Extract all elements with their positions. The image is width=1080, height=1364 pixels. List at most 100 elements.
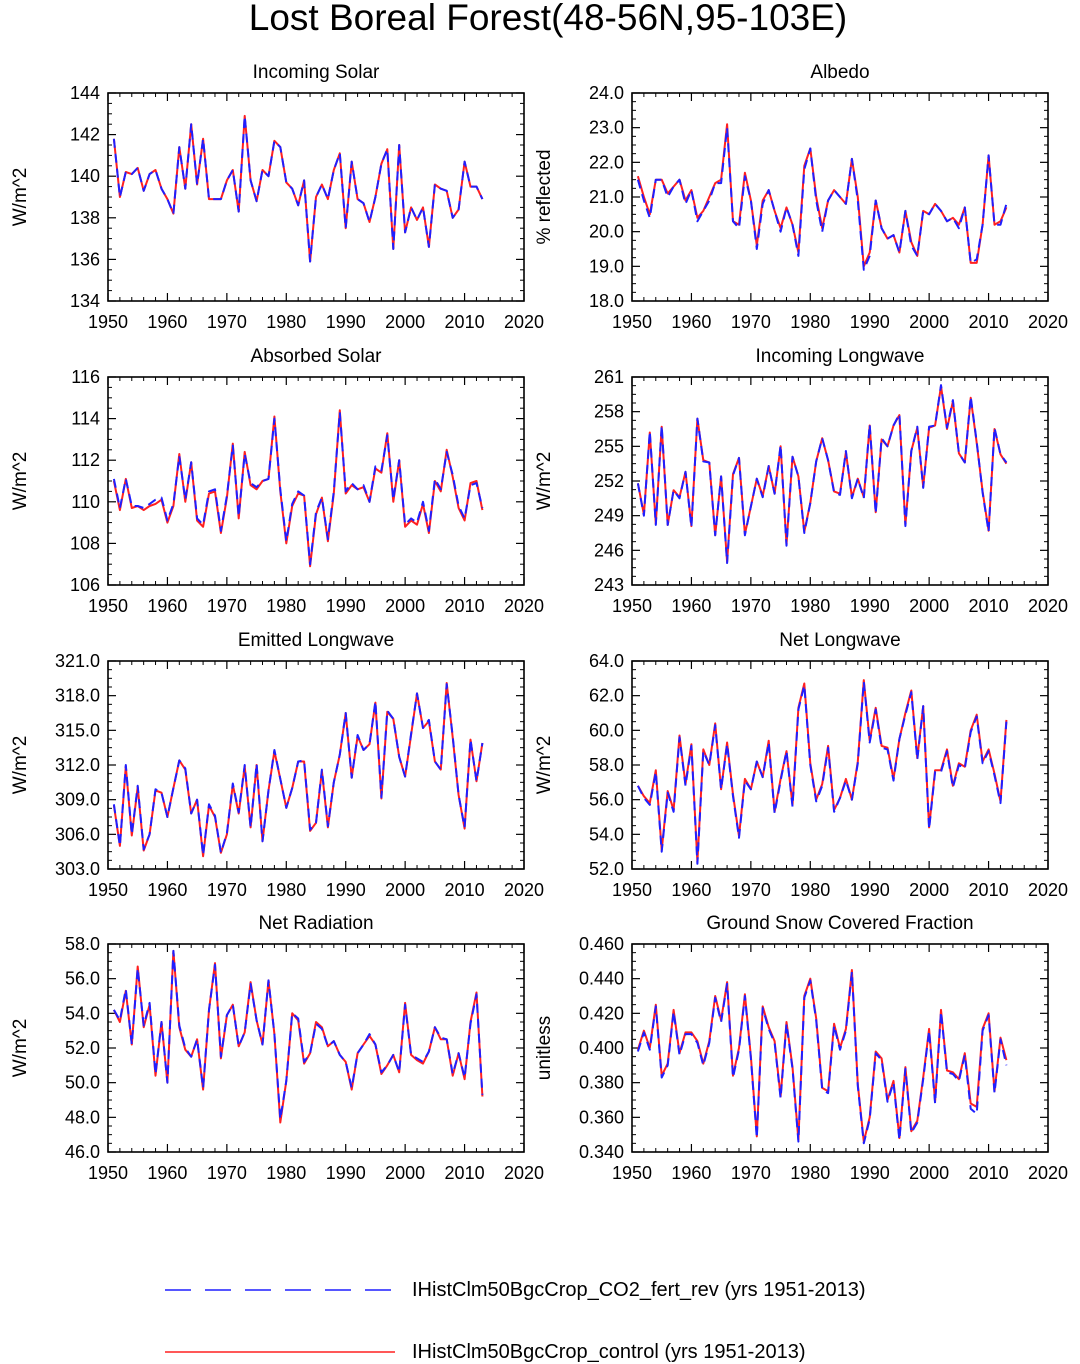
y-tick-label: 62.0 <box>589 686 624 706</box>
x-tick-label-2010: 2010 <box>969 880 1009 900</box>
x-tick-label-2020: 2020 <box>504 1163 544 1183</box>
y-tick-label: 58.0 <box>589 755 624 775</box>
series-line-control <box>112 409 484 568</box>
y-tick-label: 0.440 <box>579 969 624 989</box>
y-tick-label: 0.340 <box>579 1142 624 1162</box>
x-tick-label-2020: 2020 <box>1028 596 1068 616</box>
x-tick-label-1950: 1950 <box>88 596 128 616</box>
plot-frame <box>107 660 525 870</box>
y-tick-label: 138 <box>70 208 100 228</box>
plot-frame <box>107 943 525 1153</box>
x-tick-label-1960: 1960 <box>147 1163 187 1183</box>
x-tick-label-1990: 1990 <box>850 880 890 900</box>
x-tick-label-2010: 2010 <box>969 312 1009 332</box>
figure-title: Lost Boreal Forest(48-56N,95-103E) <box>249 0 847 38</box>
y-axis-label-ground-snow-covered-fraction: unitless <box>534 1016 555 1080</box>
y-tick-label: 60.0 <box>589 720 624 740</box>
x-tick-label-2000: 2000 <box>385 596 425 616</box>
y-axis-label-incoming-solar: W/m^2 <box>10 168 31 227</box>
x-tick-label-2000: 2000 <box>385 312 425 332</box>
y-tick-label: 23.0 <box>589 118 624 138</box>
y-tick-label: 134 <box>70 291 100 311</box>
series-line-co2-fert-rev <box>636 970 1008 1145</box>
y-tick-label: 0.380 <box>579 1073 624 1093</box>
panel-incoming-longwave: Incoming Longwave W/m^2 1950 1960 1970 1980 19… <box>534 346 1068 616</box>
y-axis-label-albedo: % reflected <box>534 149 555 244</box>
y-axis-label-absorbed-solar: W/m^2 <box>10 452 31 511</box>
y-tick-label: 56.0 <box>589 790 624 810</box>
y-tick-label: 312.0 <box>55 755 100 775</box>
x-tick-label-2010: 2010 <box>445 312 485 332</box>
x-tick-label-1950: 1950 <box>88 1163 128 1183</box>
legend: IHistClm50BgcCrop_CO2_fert_rev (yrs 1951… <box>165 1279 866 1363</box>
x-tick-label-2010: 2010 <box>445 880 485 900</box>
x-tick-label-1990: 1990 <box>326 312 366 332</box>
x-tick-label-1970: 1970 <box>207 312 247 332</box>
panel-title-absorbed-solar: Absorbed Solar <box>251 346 383 367</box>
x-tick-label-2010: 2010 <box>445 1163 485 1183</box>
x-tick-label-2000: 2000 <box>909 312 949 332</box>
y-tick-label: 0.360 <box>579 1107 624 1127</box>
x-tick-label-1960: 1960 <box>147 596 187 616</box>
x-tick-label-2020: 2020 <box>1028 1163 1068 1183</box>
y-tick-label: 46.0 <box>65 1142 100 1162</box>
x-tick-label-1960: 1960 <box>147 312 187 332</box>
series-line-co2-fert-rev <box>112 683 484 857</box>
x-tick-label-1990: 1990 <box>326 1163 366 1183</box>
x-tick-label-1970: 1970 <box>731 596 771 616</box>
x-tick-label-1960: 1960 <box>147 880 187 900</box>
y-tick-label: 0.420 <box>579 1003 624 1023</box>
panel-albedo: Albedo % reflected 1950 1960 1970 1980 1990 200… <box>534 62 1068 332</box>
series-line-co2-fert-rev <box>112 411 484 566</box>
x-tick-label-1970: 1970 <box>731 1163 771 1183</box>
panel-title-ground-snow-covered-fraction: Ground Snow Covered Fraction <box>706 913 973 934</box>
x-tick-label-2020: 2020 <box>504 880 544 900</box>
x-tick-label-1970: 1970 <box>207 880 247 900</box>
x-tick-label-1980: 1980 <box>266 880 306 900</box>
x-tick-label-1970: 1970 <box>207 596 247 616</box>
y-tick-label: 303.0 <box>55 859 100 879</box>
panel-absorbed-solar: Absorbed Solar W/m^2 1950 1960 1970 1980 1990 2… <box>10 346 544 616</box>
y-tick-label: 48.0 <box>65 1107 100 1127</box>
x-tick-label-1950: 1950 <box>88 312 128 332</box>
x-tick-label-1970: 1970 <box>207 1163 247 1183</box>
y-tick-label: 0.400 <box>579 1038 624 1058</box>
y-tick-label: 252 <box>594 471 624 491</box>
x-tick-label-1960: 1960 <box>671 596 711 616</box>
y-tick-label: 0.460 <box>579 934 624 954</box>
plot-frame <box>107 376 525 586</box>
panel-ground-snow-covered-fraction: Ground Snow Covered Fraction unitless 1950… <box>534 913 1068 1183</box>
y-tick-label: 246 <box>594 540 624 560</box>
series-line-co2-fert-rev <box>636 126 1008 271</box>
y-tick-label: 18.0 <box>589 291 624 311</box>
series-line-control <box>112 682 484 858</box>
x-tick-label-2000: 2000 <box>385 1163 425 1183</box>
y-tick-label: 261 <box>594 367 624 387</box>
y-tick-label: 22.0 <box>589 152 624 172</box>
x-tick-label-2000: 2000 <box>909 1163 949 1183</box>
y-tick-label: 58.0 <box>65 934 100 954</box>
y-tick-label: 140 <box>70 166 100 186</box>
y-tick-label: 321.0 <box>55 651 100 671</box>
series-line-control <box>112 114 484 263</box>
x-tick-label-1990: 1990 <box>326 596 366 616</box>
x-tick-label-1980: 1980 <box>790 1163 830 1183</box>
panel-title-net-longwave: Net Longwave <box>779 630 900 651</box>
panel-title-incoming-longwave: Incoming Longwave <box>756 346 925 367</box>
panel-emitted-longwave: Emitted Longwave W/m^2 1950 1960 1970 1980 199… <box>10 630 544 900</box>
y-tick-label: 50.0 <box>65 1073 100 1093</box>
y-tick-label: 110 <box>71 492 100 512</box>
y-axis-label-emitted-longwave: W/m^2 <box>10 736 31 795</box>
x-tick-label-1980: 1980 <box>266 312 306 332</box>
y-tick-label: 19.0 <box>589 256 624 276</box>
y-tick-label: 21.0 <box>589 187 624 207</box>
series-line-co2-fert-rev <box>112 114 484 263</box>
y-tick-label: 112 <box>71 450 100 470</box>
y-axis-label-incoming-longwave: W/m^2 <box>534 452 555 511</box>
y-tick-label: 309.0 <box>55 790 100 810</box>
y-tick-label: 144 <box>70 83 100 103</box>
x-tick-label-2000: 2000 <box>385 880 425 900</box>
x-tick-label-1950: 1950 <box>612 312 652 332</box>
series-line-co2-fert-rev <box>636 384 1008 564</box>
